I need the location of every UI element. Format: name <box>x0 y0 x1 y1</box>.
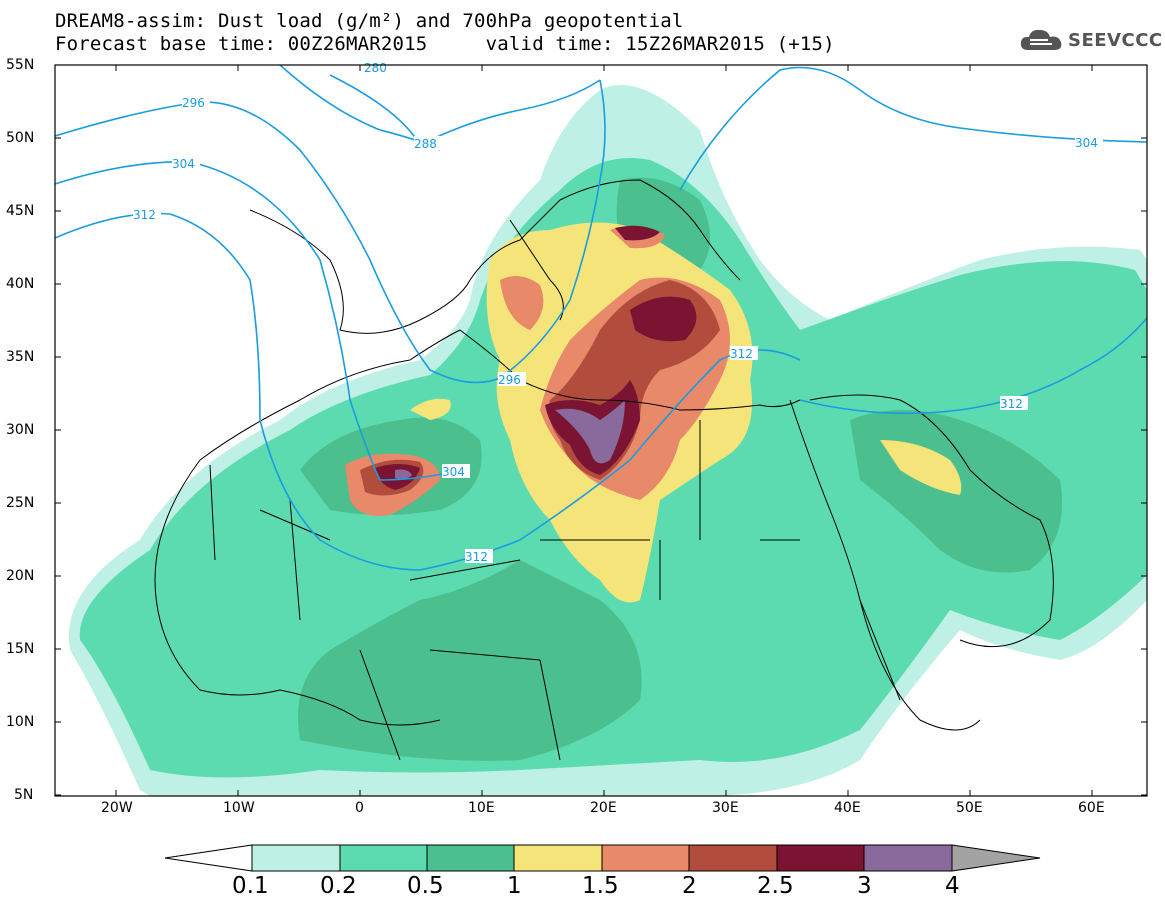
contour-label-group: 280 296 288 304 304 312 296 312 312 304 … <box>133 60 1103 564</box>
colorbar-tick-label: 0.5 <box>407 873 444 899</box>
colorbar-tick-label: 1.5 <box>582 873 619 899</box>
lon-label: 10E <box>468 800 495 816</box>
coastline-africa-east <box>859 599 981 731</box>
contour-296 <box>55 101 501 384</box>
colorbar-tick-label: 2 <box>682 873 697 899</box>
contour-label: 280 <box>364 61 387 75</box>
colorbar-swatch <box>863 844 953 872</box>
contour-label: 304 <box>172 157 195 171</box>
dust-band-3 <box>395 469 412 480</box>
dust-band-0.5 <box>298 560 642 761</box>
colorbar-tick-label: 3 <box>857 873 872 899</box>
colorbar-high-arrow <box>951 844 1041 872</box>
dust-band-1 <box>880 440 962 495</box>
lon-label: 50E <box>956 800 983 816</box>
lat-label: 10N <box>6 714 35 730</box>
colorbar-swatch <box>426 844 515 872</box>
colorbar-low-arrow <box>164 844 253 872</box>
contour-label: 296 <box>182 96 205 110</box>
lat-label: 20N <box>6 568 35 584</box>
coastline-europe <box>249 179 741 334</box>
coastline-italy <box>509 219 564 321</box>
contour-312 <box>55 212 801 571</box>
dust-field <box>68 85 1147 796</box>
colorbar-swatch <box>339 844 428 872</box>
contour-label: 312 <box>730 347 753 361</box>
map-subtitle: Forecast base time: 00Z26MAR2015 valid t… <box>55 33 835 55</box>
dust-band-2.5 <box>615 225 660 241</box>
contour-label: 304 <box>442 465 465 479</box>
colorbar-swatch <box>688 844 778 872</box>
colorbar-tick-label: 1 <box>507 873 522 899</box>
lat-label: 50N <box>6 130 35 146</box>
axis-ticks <box>55 64 1147 796</box>
colorbar-tick-label: 4 <box>945 873 960 899</box>
contour-label: 312 <box>133 208 156 222</box>
lat-label: 5N <box>14 787 34 803</box>
cloud-icon <box>1020 29 1062 50</box>
lat-label: 35N <box>6 349 35 365</box>
colorbar-tick-label: 2.5 <box>757 873 794 899</box>
lon-label: 20E <box>590 800 617 816</box>
lon-label: 60E <box>1078 800 1105 816</box>
contour-label: 312 <box>1000 397 1023 411</box>
lat-label: 40N <box>6 276 35 292</box>
colorbar-swatch <box>776 844 865 872</box>
lon-label: 20W <box>101 800 133 816</box>
colorbar-swatch <box>251 844 341 872</box>
colorbar-swatch <box>601 844 690 872</box>
coastline-africa-west <box>154 459 441 726</box>
contour-label: 304 <box>1075 136 1098 150</box>
lon-label: 10W <box>223 800 255 816</box>
contour-304-north <box>679 66 1147 191</box>
contour-label: 312 <box>465 550 488 564</box>
dust-band-1.5 <box>500 276 544 330</box>
contour-296-mid <box>499 79 606 379</box>
dust-band-2.5 <box>630 296 697 342</box>
contour-288 <box>329 74 601 147</box>
lat-label: 25N <box>6 495 35 511</box>
logo-text: SEEVCCC <box>1068 29 1163 51</box>
dust-band-1 <box>410 398 451 420</box>
colorbar-swatch <box>513 844 603 872</box>
colorbar-tick-label: 0.1 <box>232 873 269 899</box>
lon-label: 0 <box>355 800 364 816</box>
coastline-arabia <box>809 394 1054 648</box>
map-title: DREAM8-assim: Dust load (g/m²) and 700hP… <box>55 10 684 32</box>
dust-band-3 <box>555 400 625 464</box>
seevccc-logo: SEEVCCC <box>1018 26 1163 54</box>
lon-label: 30E <box>712 800 739 816</box>
colorbar <box>164 844 1041 872</box>
lat-label: 55N <box>6 57 35 73</box>
lat-label: 45N <box>6 203 35 219</box>
colorbar-tick-label: 0.2 <box>320 873 357 899</box>
coastline-redsea <box>789 399 901 701</box>
lon-label: 40E <box>834 800 861 816</box>
contour-label: 296 <box>498 373 521 387</box>
contour-label: 288 <box>414 137 437 151</box>
lat-label: 30N <box>6 422 35 438</box>
lat-label: 15N <box>6 641 35 657</box>
border-lines <box>209 420 800 761</box>
